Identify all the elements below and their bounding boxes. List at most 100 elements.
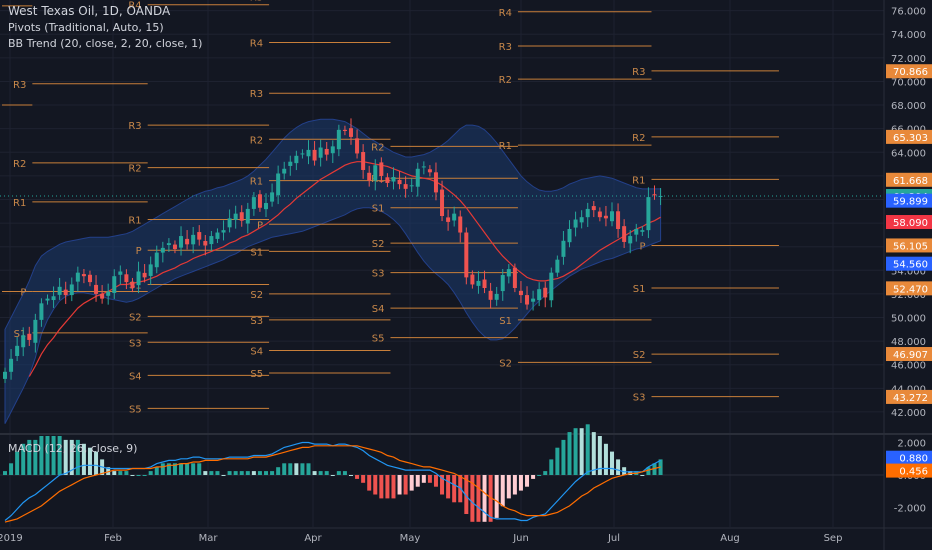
- macd-histogram-bar: [15, 451, 20, 475]
- macd-histogram-bar: [494, 475, 499, 518]
- macd-histogram-bar: [367, 475, 372, 491]
- pivot-label: R2: [250, 135, 263, 146]
- macd-histogram-bar: [172, 463, 177, 475]
- pivot-label: S4: [372, 304, 385, 315]
- candles[interactable]: [3, 118, 663, 384]
- pivot-label: R3: [128, 121, 141, 132]
- pivot-label: S2: [499, 358, 512, 369]
- candle-body: [622, 226, 627, 242]
- macd-tick-label: 2.000: [897, 439, 926, 450]
- symbol-title[interactable]: West Texas Oil, 1D, OANDA: [8, 4, 171, 18]
- candle-body: [330, 146, 335, 154]
- price-label: 46.907: [893, 350, 928, 361]
- bb-trend-band: [4, 118, 662, 424]
- price-label: 59.899: [893, 197, 928, 208]
- macd-histogram-bar: [342, 471, 347, 475]
- candle-body: [15, 345, 20, 356]
- macd-histogram-bar: [500, 475, 505, 507]
- macd-histogram-bar: [57, 436, 62, 475]
- bb-trend-legend[interactable]: BB Trend (20, close, 2, 20, close, 1): [8, 37, 203, 50]
- macd-histogram-bar: [3, 471, 7, 475]
- macd-histogram-bar: [294, 463, 299, 475]
- candle-body: [300, 153, 305, 155]
- macd-histogram-bar: [142, 475, 147, 476]
- price-label-bg: [886, 215, 932, 230]
- pivot-label: R1: [128, 216, 141, 227]
- macd-histogram-bar: [45, 436, 50, 475]
- price-tick-label: 72.000: [891, 54, 926, 65]
- candle-body: [306, 149, 311, 157]
- candle-body: [652, 194, 657, 196]
- pivot-label: R1: [499, 141, 512, 152]
- macd-histogram-bar: [39, 436, 44, 475]
- candle-body: [112, 276, 117, 293]
- candle-body: [355, 138, 360, 154]
- macd-histogram-bar: [257, 471, 262, 475]
- macd-legend[interactable]: MACD (12, 26, close, 9): [8, 442, 138, 455]
- macd-histogram-bar: [506, 475, 511, 499]
- candle-body: [391, 177, 396, 182]
- candle-body: [160, 247, 165, 253]
- macd-histogram-bar: [227, 471, 232, 475]
- macd-histogram-bar: [555, 447, 560, 475]
- macd-histogram-bar: [81, 443, 86, 475]
- macd-histogram-bar: [440, 475, 445, 495]
- candle-body: [591, 206, 596, 211]
- candle-body: [361, 152, 366, 170]
- macd-histogram-bar: [148, 471, 153, 475]
- pivot-label: S2: [250, 290, 263, 301]
- price-label-bg: [886, 238, 932, 253]
- pivot-label: R4: [499, 8, 512, 19]
- pivot-label: R3: [250, 89, 263, 100]
- pivot-label: P: [20, 288, 26, 299]
- pivots-legend[interactable]: Pivots (Traditional, Auto, 15): [8, 21, 164, 34]
- candle-body: [476, 280, 481, 286]
- macd-histogram-bar: [433, 475, 438, 487]
- candle-body: [172, 244, 177, 250]
- macd-histogram-bar: [75, 439, 80, 475]
- candle-body: [87, 274, 92, 283]
- macd-histogram-bar: [622, 467, 627, 475]
- price-label: 52.470: [893, 284, 928, 295]
- macd-histogram-bar: [136, 475, 141, 476]
- candle-body: [440, 189, 445, 216]
- candle-body: [166, 243, 171, 246]
- price-tick-label: 42.000: [891, 408, 926, 419]
- candle-body: [537, 289, 542, 301]
- candle-body: [421, 166, 426, 168]
- price-label: 70.866: [893, 67, 928, 78]
- candle-body: [506, 269, 511, 277]
- candle-body: [597, 211, 602, 218]
- macd-histogram-bar: [603, 443, 608, 475]
- candle-body: [106, 291, 111, 296]
- candle-body: [433, 172, 438, 193]
- candle-body: [427, 169, 432, 173]
- candle-body: [215, 232, 220, 239]
- candle-body: [367, 172, 372, 181]
- macd-histogram-bar: [421, 475, 426, 483]
- pivot-label: S2: [129, 312, 142, 323]
- macd-tick-label: -2.000: [894, 504, 926, 515]
- pivot-label: R3: [13, 80, 26, 91]
- macd-histogram-bar: [373, 475, 378, 495]
- candle-body: [500, 275, 505, 292]
- price-tick-label: 52.000: [891, 290, 926, 301]
- macd-histogram-bar: [179, 463, 184, 475]
- macd-histogram-bar: [318, 471, 323, 475]
- macd-histogram-bar: [130, 475, 135, 476]
- pivot-label: R2: [371, 142, 384, 153]
- candle-body: [100, 293, 105, 299]
- pivot-label: P: [136, 246, 142, 257]
- candle-body: [324, 148, 329, 155]
- macd-histogram-bar: [336, 471, 341, 475]
- candle-body: [233, 213, 238, 220]
- macd-histogram-bar: [63, 439, 68, 475]
- time-tick-label: May: [400, 533, 421, 544]
- candle-body: [33, 319, 38, 343]
- pivot-label: R3: [632, 67, 645, 78]
- macd-histogram-bar: [27, 439, 32, 475]
- candle-body: [385, 177, 390, 183]
- macd-histogram-bar: [264, 471, 269, 475]
- macd-histogram-bar: [270, 471, 275, 475]
